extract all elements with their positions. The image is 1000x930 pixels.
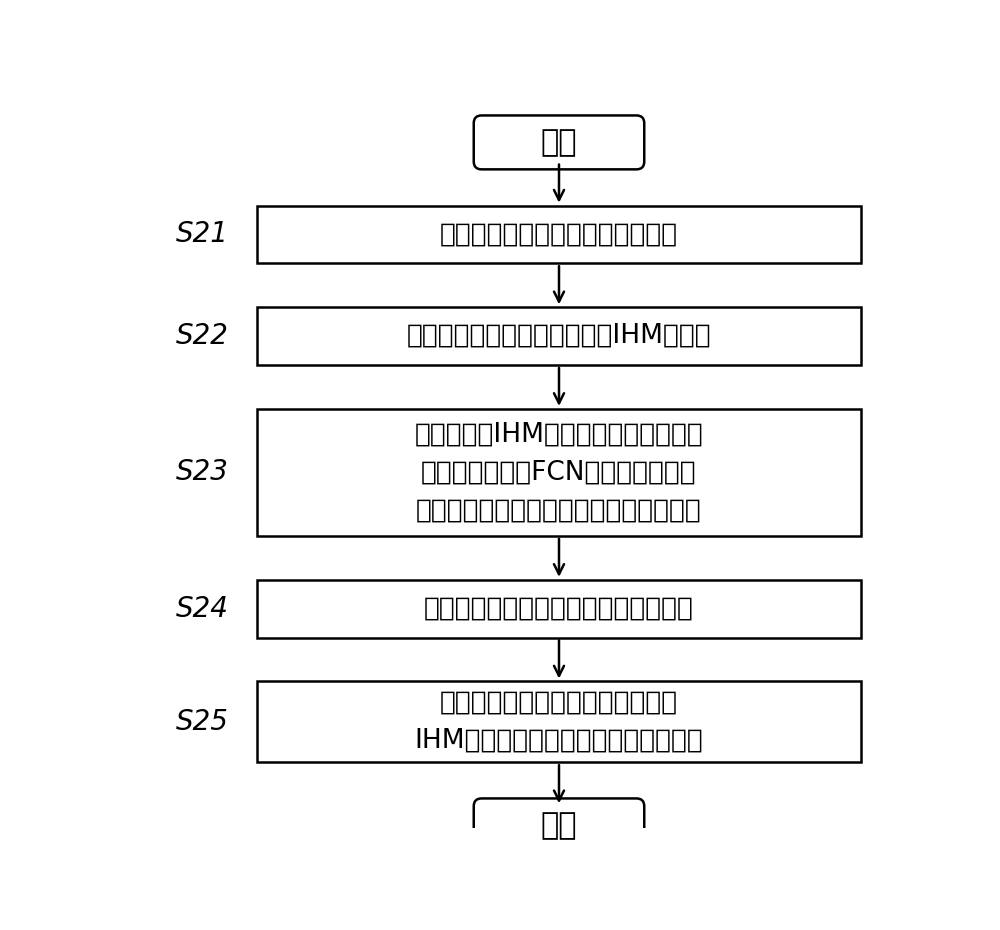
Text: 结束: 结束	[541, 811, 577, 840]
Text: S21: S21	[176, 220, 229, 248]
Text: 显示将细胞面积等细胞关联信息及
IHM相位像重叠于标签图像而得的图像: 显示将细胞面积等细胞关联信息及 IHM相位像重叠于标签图像而得的图像	[415, 690, 703, 754]
Bar	[257, 409, 861, 536]
Bar	[257, 206, 861, 263]
Text: S23: S23	[176, 458, 229, 486]
Bar	[257, 307, 861, 365]
FancyBboxPatch shape	[474, 115, 644, 169]
Text: 基于标签图像计算细胞面积及细胞数目: 基于标签图像计算细胞面积及细胞数目	[424, 595, 694, 621]
FancyBboxPatch shape	[474, 799, 644, 852]
Text: S24: S24	[176, 594, 229, 623]
Bar	[257, 682, 861, 763]
Text: 通过对全息图数据的运算形成IHM相位像: 通过对全息图数据的运算形成IHM相位像	[407, 323, 711, 349]
Text: S25: S25	[176, 708, 229, 736]
Text: S22: S22	[176, 322, 229, 350]
Bar	[257, 579, 861, 637]
Text: 由数字全息显微镜进行试样的拍摄: 由数字全息显微镜进行试样的拍摄	[440, 221, 678, 247]
Text: 执行使用将IHM相位像作为输入图像的
学习完毕模型的FCN处理，从而输出
作为以像素单位分割后的结果的标签图像: 执行使用将IHM相位像作为输入图像的 学习完毕模型的FCN处理，从而输出 作为以…	[415, 421, 703, 524]
Text: 开始: 开始	[541, 128, 577, 157]
